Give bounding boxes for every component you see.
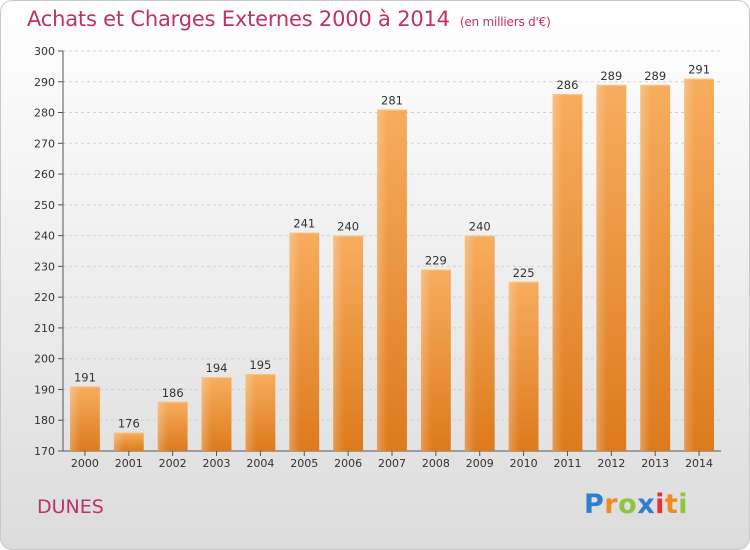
- y-tick-label: 270: [34, 137, 55, 150]
- bar-highlight: [113, 432, 125, 451]
- x-tick-label: 2009: [466, 457, 494, 470]
- bar-value-label: 291: [688, 63, 710, 77]
- logo-letter: o: [618, 489, 638, 520]
- bar-value-label: 289: [644, 69, 666, 83]
- y-tick-label: 290: [34, 76, 55, 89]
- logo-letter: x: [637, 489, 656, 520]
- logo-letter: i: [655, 489, 665, 520]
- bar-highlight: [245, 374, 256, 451]
- bar-value-label: 191: [74, 370, 96, 384]
- bar-highlight: [508, 281, 520, 451]
- x-tick-label: 2005: [290, 457, 318, 470]
- bar-highlight: [684, 78, 695, 451]
- logo-letter: t: [664, 489, 679, 520]
- bar-value-label: 240: [469, 220, 491, 234]
- bar-highlight: [201, 377, 213, 451]
- x-tick-label: 2013: [641, 457, 669, 470]
- commune-name: DUNES: [37, 496, 104, 518]
- y-tick-label: 190: [34, 383, 55, 396]
- labels: 170 180 190 200 210 220 230 240 250 260 270 280 290 3…: [34, 45, 713, 470]
- bar-value-label: 225: [513, 266, 535, 280]
- y-tick-label: 220: [34, 291, 55, 304]
- bar-value-label: 240: [337, 220, 359, 234]
- y-tick-label: 170: [34, 445, 55, 458]
- y-tick-label: 230: [34, 260, 55, 273]
- proxiti-logo: Proxiti: [584, 489, 688, 520]
- bar-value-label: 186: [162, 386, 184, 400]
- bar-value-label: 281: [381, 93, 403, 107]
- bar-value-label: 289: [600, 69, 622, 83]
- bar-highlight: [596, 84, 607, 451]
- y-tick-label: 280: [34, 107, 55, 120]
- x-tick-label: 2006: [334, 457, 362, 470]
- logo-letter: i: [678, 489, 689, 520]
- chart-title-text: Achats et Charges Externes 2000 à 2014: [27, 7, 450, 31]
- x-tick-label: 2008: [422, 457, 450, 470]
- x-tick-label: 2000: [71, 457, 99, 470]
- x-tick-label: 2002: [159, 457, 187, 470]
- bar-highlight: [70, 386, 81, 451]
- logo-letter: P: [584, 489, 605, 520]
- bar-highlight: [377, 109, 388, 451]
- bar-value-label: 241: [293, 217, 315, 231]
- bar-highlight: [289, 232, 300, 451]
- x-tick-label: 2001: [115, 457, 143, 470]
- x-tick-label: 2003: [203, 457, 231, 470]
- x-tick-label: 2004: [246, 457, 274, 470]
- bar-highlight: [464, 235, 476, 451]
- bar-highlight: [552, 94, 563, 452]
- bar-value-label: 194: [206, 361, 228, 375]
- y-tick-label: 240: [34, 230, 55, 243]
- chart-title: Achats et Charges Externes 2000 à 2014 (e…: [27, 7, 551, 31]
- chart-subtitle: (en milliers d'€): [459, 15, 551, 29]
- bar-highlight: [333, 235, 344, 451]
- x-tick-label: 2012: [597, 457, 625, 470]
- bar-highlight: [640, 84, 651, 451]
- bar-highlight: [157, 401, 169, 451]
- x-tick-label: 2010: [510, 457, 538, 470]
- logo-letter: r: [604, 489, 619, 520]
- y-tick-label: 210: [34, 322, 55, 335]
- bar-value-label: 195: [249, 358, 271, 372]
- x-tick-label: 2011: [553, 457, 581, 470]
- y-tick-label: 180: [34, 414, 55, 427]
- bar-highlight: [420, 269, 432, 451]
- bar-value-label: 176: [118, 417, 140, 431]
- y-tick-label: 200: [34, 353, 55, 366]
- x-tick-label: 2007: [378, 457, 406, 470]
- x-tick-label: 2014: [685, 457, 713, 470]
- bars: [70, 78, 714, 452]
- y-tick-label: 300: [34, 45, 55, 58]
- y-tick-label: 260: [34, 168, 55, 181]
- bar-value-label: 229: [425, 253, 447, 267]
- y-tick-label: 250: [34, 199, 55, 212]
- bar-value-label: 286: [556, 78, 578, 92]
